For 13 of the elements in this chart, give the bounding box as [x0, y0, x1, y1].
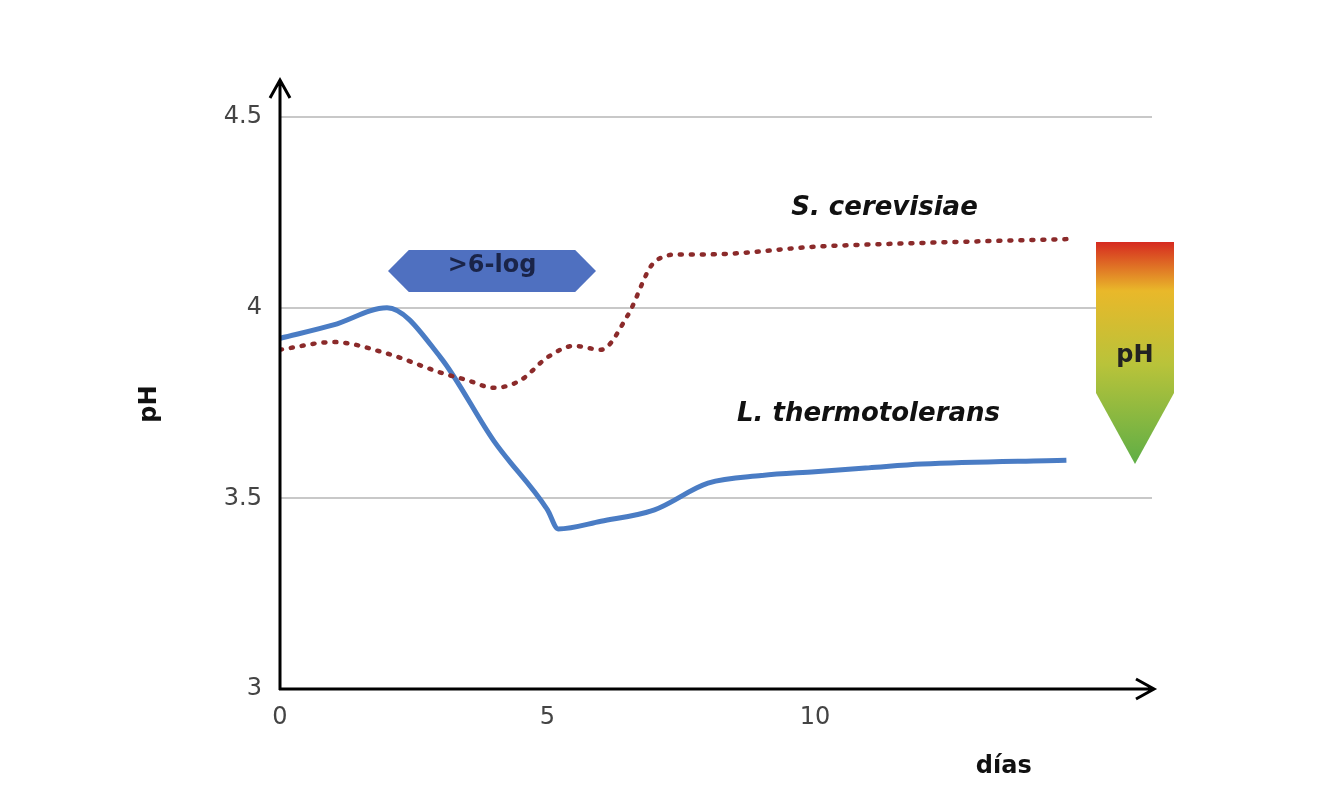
x-tick-label: 5 [539, 701, 556, 730]
series-label: S. cerevisiae [791, 191, 978, 222]
series-label: L. thermotolerans [736, 397, 1000, 428]
line-series [280, 236, 1069, 391]
y-tick-label: 3.5 [223, 482, 262, 511]
x-tick-label: 0 [272, 701, 288, 730]
y-axis-title: pH [134, 385, 163, 423]
x-tick-label: 10 [799, 701, 831, 730]
annotation: pH [1115, 340, 1155, 368]
x-axis-title: días [975, 751, 1032, 780]
y-tick-label: 4.5 [223, 101, 262, 130]
y-tick-label: 3 [246, 673, 262, 702]
y-tick-label: 4 [246, 291, 262, 320]
